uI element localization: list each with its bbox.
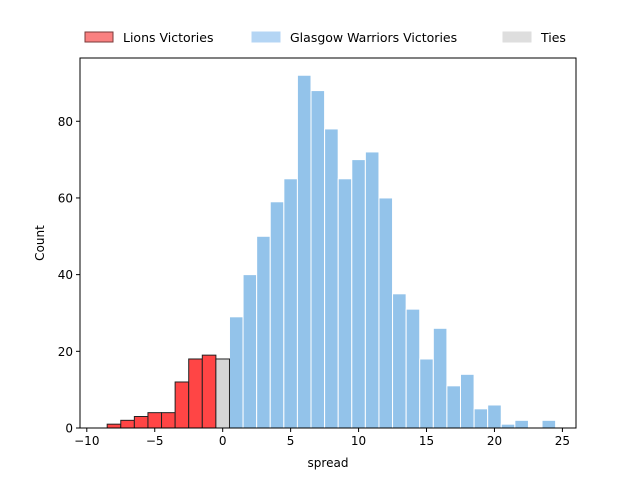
bar-lions-victories xyxy=(201,354,217,429)
legend: Lions Victories Glasgow Warriors Victorie… xyxy=(84,30,566,45)
x-tick-label: 20 xyxy=(487,434,502,448)
bar-glasgow-warriors-victories xyxy=(351,159,366,429)
y-tick-label: 60 xyxy=(58,191,73,205)
y-tick-label: 80 xyxy=(58,115,73,129)
bars-layer xyxy=(106,74,557,429)
legend-label: Lions Victories xyxy=(123,30,213,45)
plot-frame xyxy=(79,57,577,429)
bar-glasgow-warriors-victories xyxy=(419,358,434,429)
bar-glasgow-warriors-victories xyxy=(337,178,353,429)
bar-glasgow-warriors-victories xyxy=(405,308,421,429)
x-tick-label: −5 xyxy=(146,434,164,448)
bar-glasgow-warriors-victories xyxy=(228,316,244,429)
bar-lions-victories xyxy=(147,412,163,429)
bar-glasgow-warriors-victories xyxy=(324,128,339,429)
legend-swatch xyxy=(84,31,114,43)
x-tick-label: 15 xyxy=(419,434,434,448)
bar-glasgow-warriors-victories xyxy=(500,423,516,429)
bar-ties xyxy=(215,358,230,429)
bar-lions-victories xyxy=(120,419,135,429)
bar-lions-victories xyxy=(161,412,176,429)
x-tick-label: 5 xyxy=(287,434,295,448)
bar-glasgow-warriors-victories xyxy=(473,408,489,429)
legend-label: Glasgow Warriors Victories xyxy=(290,30,457,45)
bar-glasgow-warriors-victories xyxy=(514,419,529,429)
bar-lions-victories xyxy=(174,381,190,429)
bar-glasgow-warriors-victories xyxy=(392,293,407,429)
x-axis-label: spread xyxy=(308,456,349,470)
legend-label: Ties xyxy=(540,30,566,45)
bar-glasgow-warriors-victories xyxy=(256,235,271,429)
x-axis: −10 −5 0 5 10 15 20 25 xyxy=(74,428,570,448)
y-axis-label: Count xyxy=(33,225,47,261)
bar-glasgow-warriors-victories xyxy=(446,385,461,429)
bar-glasgow-warriors-victories xyxy=(487,404,502,429)
bar-glasgow-warriors-victories xyxy=(296,74,312,429)
y-tick-label: 40 xyxy=(58,268,73,282)
bar-glasgow-warriors-victories xyxy=(364,151,380,429)
legend-swatch xyxy=(502,31,532,43)
bar-glasgow-warriors-victories xyxy=(242,274,258,429)
bar-glasgow-warriors-victories xyxy=(541,419,557,429)
bar-glasgow-warriors-victories xyxy=(432,327,448,429)
y-tick-label: 0 xyxy=(65,422,73,436)
bar-glasgow-warriors-victories xyxy=(269,201,285,429)
bar-glasgow-warriors-victories xyxy=(283,178,298,429)
bar-glasgow-warriors-victories xyxy=(459,373,475,429)
y-tick-label: 20 xyxy=(58,345,73,359)
bar-glasgow-warriors-victories xyxy=(378,197,394,429)
bar-glasgow-warriors-victories xyxy=(310,90,326,429)
x-tick-label: 0 xyxy=(219,434,227,448)
bar-lions-victories xyxy=(133,416,149,429)
y-axis: 0 20 40 60 80 xyxy=(58,115,80,436)
x-tick-label: −10 xyxy=(74,434,99,448)
bar-lions-victories xyxy=(106,423,122,429)
x-tick-label: 10 xyxy=(351,434,366,448)
legend-swatch xyxy=(251,31,281,43)
bar-lions-victories xyxy=(188,358,203,429)
x-tick-label: 25 xyxy=(555,434,570,448)
